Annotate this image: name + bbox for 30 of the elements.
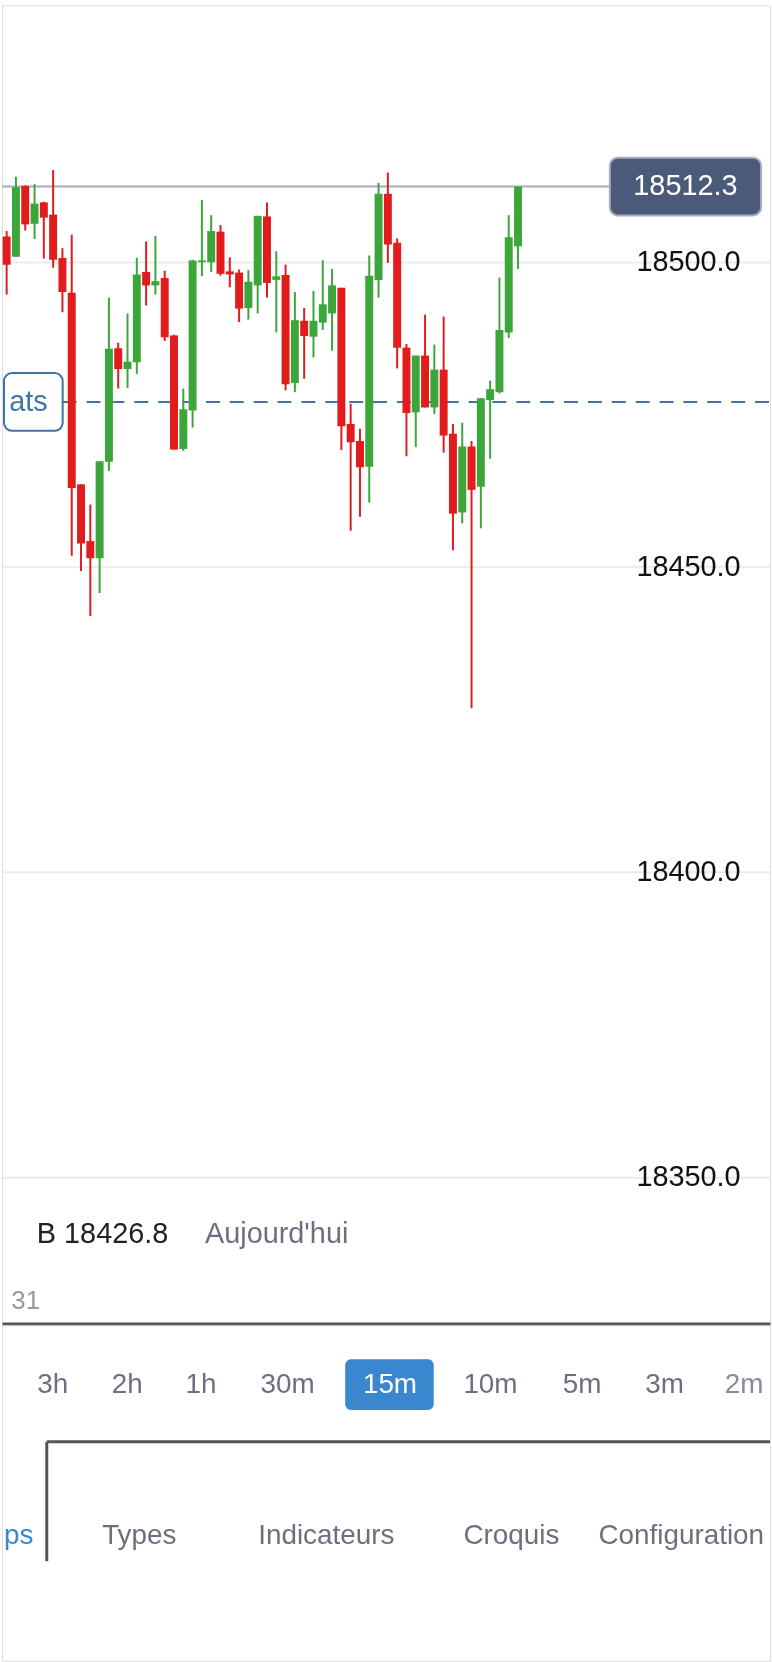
y-tick-label: 18450.0: [636, 550, 741, 583]
text: 3h: [37, 1368, 69, 1400]
candlestick: [142, 240, 151, 307]
candlestick: [30, 183, 39, 241]
text: Croquis: [463, 1519, 560, 1551]
text: 5m: [562, 1368, 602, 1400]
text: 15m: [362, 1368, 418, 1400]
text: 2h: [111, 1368, 143, 1400]
annotation: B 18426.8: [36, 1216, 169, 1249]
y-tick-label: 18400.0: [636, 855, 741, 888]
candlestick: [309, 289, 318, 359]
text: 2m: [724, 1368, 764, 1400]
x-tick-label: 31: [11, 1286, 41, 1315]
text: 30m: [260, 1368, 315, 1400]
candlestick: [272, 250, 281, 334]
text: Types: [102, 1519, 177, 1551]
y-tick-label: 18500.0: [636, 245, 741, 278]
candlestick: [114, 341, 123, 390]
text: 10m: [463, 1368, 518, 1400]
y-tick-label: 18350.0: [636, 1160, 741, 1193]
annotation: Aujourd'hui: [204, 1216, 349, 1249]
ref-line-label: 18512.3: [633, 169, 738, 202]
text: 3m: [645, 1368, 684, 1400]
candlestick: [300, 306, 309, 380]
ref-line-label: ats: [9, 384, 48, 417]
text: 1h: [185, 1368, 217, 1400]
text: ps: [3, 1519, 34, 1551]
candlestick: [151, 234, 160, 296]
text: Indicateurs: [258, 1519, 395, 1551]
text: Configuration: [598, 1519, 765, 1551]
